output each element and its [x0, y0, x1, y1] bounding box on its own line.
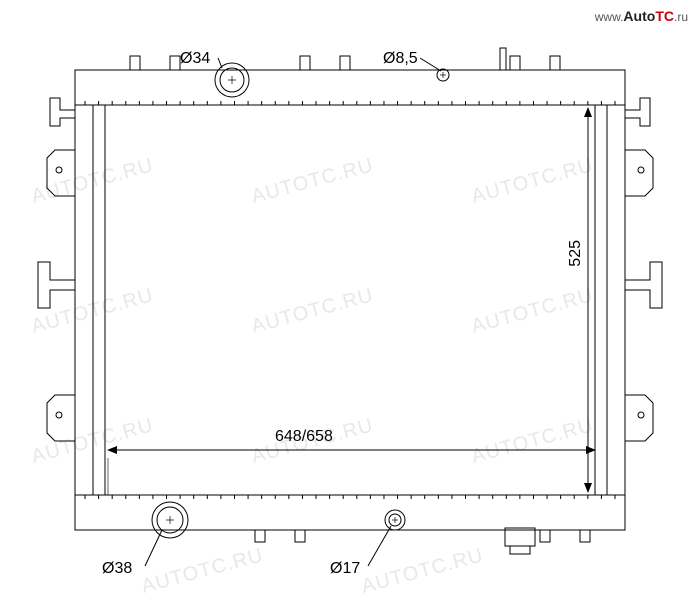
logo-suffix: .ru: [674, 10, 688, 24]
dim-port-bottom-left: Ø38: [102, 560, 132, 578]
dim-height: 525: [567, 240, 585, 267]
dim-port-top-left: Ø34: [180, 50, 210, 68]
logo-part2: TC: [655, 8, 674, 24]
drawing-canvas: AUTOTC.RUAUTOTC.RUAUTOTC.RUAUTOTC.RUAUTO…: [0, 0, 700, 600]
logo-part1: Auto: [623, 8, 655, 24]
radiator-diagram: [0, 0, 700, 600]
site-logo: www.AutoTC.ru: [595, 8, 688, 24]
logo-prefix: www.: [595, 10, 624, 24]
dim-port-top-right: Ø8,5: [383, 50, 418, 68]
dim-port-bottom-right: Ø17: [330, 560, 360, 578]
dim-width: 648/658: [275, 428, 333, 446]
